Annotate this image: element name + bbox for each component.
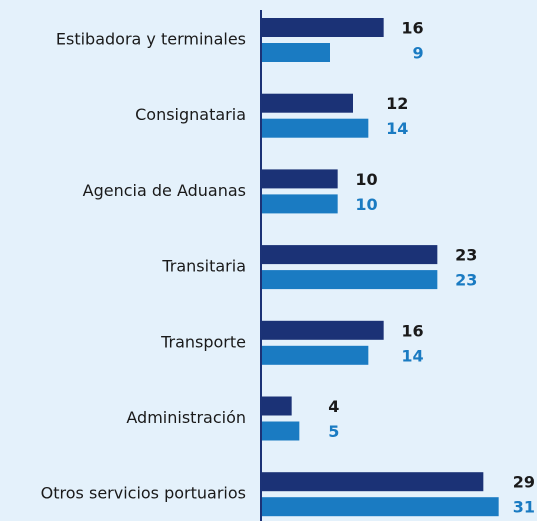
bar xyxy=(261,18,384,37)
bar xyxy=(261,472,484,492)
bar xyxy=(261,345,369,365)
value-label: 16 xyxy=(401,19,423,38)
category-label: Agencia de Aduanas xyxy=(83,181,246,200)
value-label: 10 xyxy=(355,170,377,189)
bar xyxy=(261,93,353,113)
bar xyxy=(261,43,330,62)
value-label: 23 xyxy=(455,271,477,290)
value-label: 14 xyxy=(386,119,408,138)
value-label: 31 xyxy=(513,498,535,517)
bar xyxy=(261,169,338,189)
value-label: 12 xyxy=(386,94,408,113)
category-label: Otros servicios portuarios xyxy=(41,484,246,503)
value-label: 14 xyxy=(401,346,423,365)
bar xyxy=(261,270,438,290)
value-label: 9 xyxy=(413,44,424,63)
value-label: 29 xyxy=(513,473,535,492)
bar xyxy=(261,497,499,517)
value-label: 4 xyxy=(328,397,339,416)
category-label: Estibadora y terminales xyxy=(56,30,246,49)
category-label: Consignataria xyxy=(135,105,246,124)
value-label: 10 xyxy=(355,195,377,214)
bar xyxy=(261,118,369,138)
category-label: Transitaria xyxy=(161,257,246,276)
bar xyxy=(261,421,300,441)
bar xyxy=(261,320,384,340)
bar xyxy=(261,245,438,265)
value-label: 23 xyxy=(455,246,477,265)
value-label: 5 xyxy=(328,422,339,441)
category-label: Administración xyxy=(126,408,246,427)
bar xyxy=(261,396,292,416)
bar xyxy=(261,194,338,214)
value-label: 16 xyxy=(401,321,423,340)
category-label: Transporte xyxy=(160,332,246,351)
